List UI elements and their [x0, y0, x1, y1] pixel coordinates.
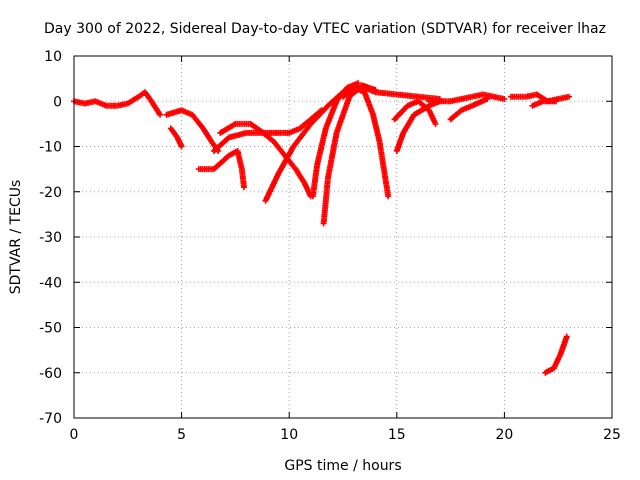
marker-path — [217, 120, 314, 200]
y-tick-label: -30 — [39, 230, 62, 246]
series-arc14 — [426, 91, 508, 105]
marker-path — [391, 98, 439, 127]
chart-title: Day 300 of 2022, Sidereal Day-to-day VTE… — [44, 21, 606, 37]
y-tick-label: 10 — [44, 49, 62, 65]
marker-path — [71, 89, 164, 118]
x-tick-label: 5 — [177, 427, 186, 443]
series-arc3 — [163, 107, 222, 154]
y-tick-label: -20 — [39, 185, 62, 201]
x-tick-label: 10 — [280, 427, 298, 443]
series-arc1 — [71, 89, 164, 118]
x-tick-label: 15 — [388, 427, 406, 443]
grid-lines — [74, 56, 612, 418]
y-tick-label: -60 — [39, 366, 62, 382]
marker-path — [426, 91, 508, 105]
series-arc13 — [391, 98, 439, 127]
series-arc6 — [217, 120, 314, 200]
tick-labels: 0 5 10 15 20 25 10 0 -10 -20 -30 -40 -50 -60 -70 — [39, 49, 621, 443]
y-tick-label: -70 — [39, 411, 62, 427]
series-arc18 — [542, 333, 570, 376]
data-markers — [71, 80, 572, 376]
y-tick-label: -40 — [39, 275, 62, 291]
series-arc2 — [167, 125, 185, 150]
y-tick-label: 0 — [53, 94, 62, 110]
x-tick-label: 25 — [603, 427, 621, 443]
marker-path — [309, 80, 362, 200]
marker-path — [529, 98, 559, 109]
plot-frame — [73, 55, 613, 419]
series-arc15 — [447, 96, 491, 123]
series-arc4 — [195, 148, 247, 191]
series-arc17 — [529, 98, 559, 109]
marker-path — [167, 125, 185, 150]
marker-path — [447, 96, 491, 123]
y-tick-label: -10 — [39, 140, 62, 156]
series-arc8 — [309, 80, 362, 200]
marker-path — [542, 333, 570, 376]
x-axis-label: GPS time / hours — [284, 458, 401, 474]
x-tick-label: 0 — [70, 427, 79, 443]
marker-path — [195, 148, 247, 191]
marker-path — [344, 84, 443, 102]
series-arc11 — [344, 84, 443, 102]
x-tick-label: 20 — [495, 427, 513, 443]
y-tick-label: -50 — [39, 321, 62, 337]
marker-path — [163, 107, 222, 154]
y-axis-label: SDTVAR / TECUs — [8, 180, 24, 295]
